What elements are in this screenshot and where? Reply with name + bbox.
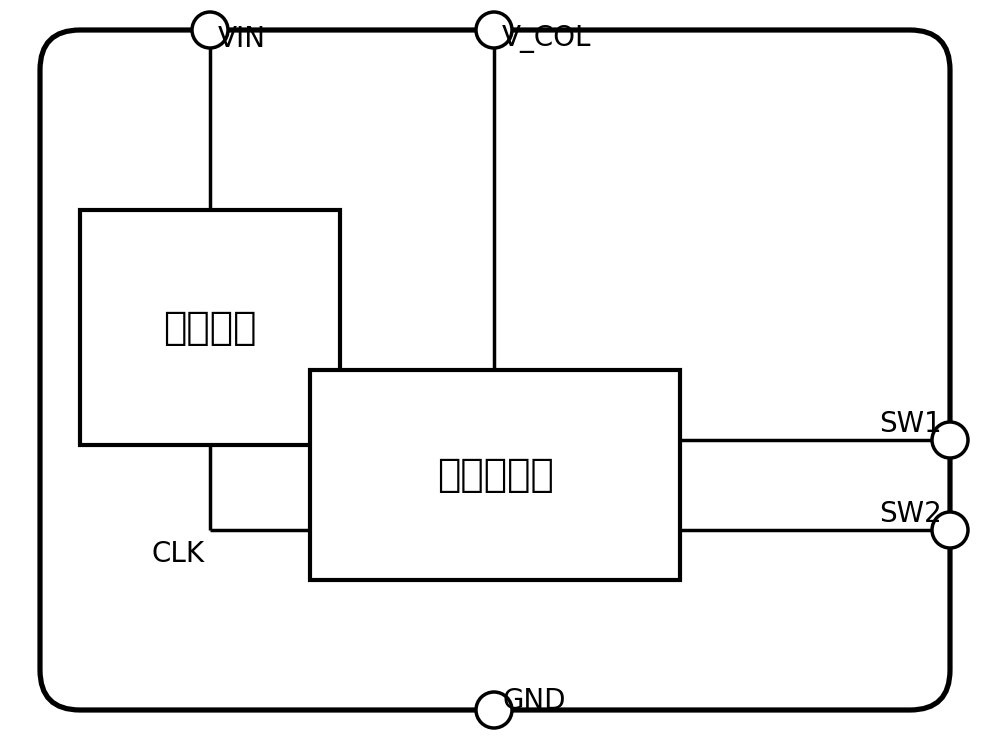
Text: 环形计数器: 环形计数器 <box>436 456 554 494</box>
Circle shape <box>932 422 968 458</box>
Circle shape <box>476 12 512 48</box>
Text: VIN: VIN <box>218 25 266 53</box>
Text: GND: GND <box>502 687 566 715</box>
Circle shape <box>192 12 228 48</box>
Text: SW2: SW2 <box>879 500 942 528</box>
Text: 时钟产生: 时钟产生 <box>163 309 257 346</box>
Text: SW1: SW1 <box>879 410 942 438</box>
Circle shape <box>476 692 512 728</box>
Circle shape <box>932 512 968 548</box>
Text: V_COL: V_COL <box>502 25 591 53</box>
Text: CLK: CLK <box>152 540 205 568</box>
Bar <box>80 210 340 445</box>
Bar <box>310 370 680 580</box>
